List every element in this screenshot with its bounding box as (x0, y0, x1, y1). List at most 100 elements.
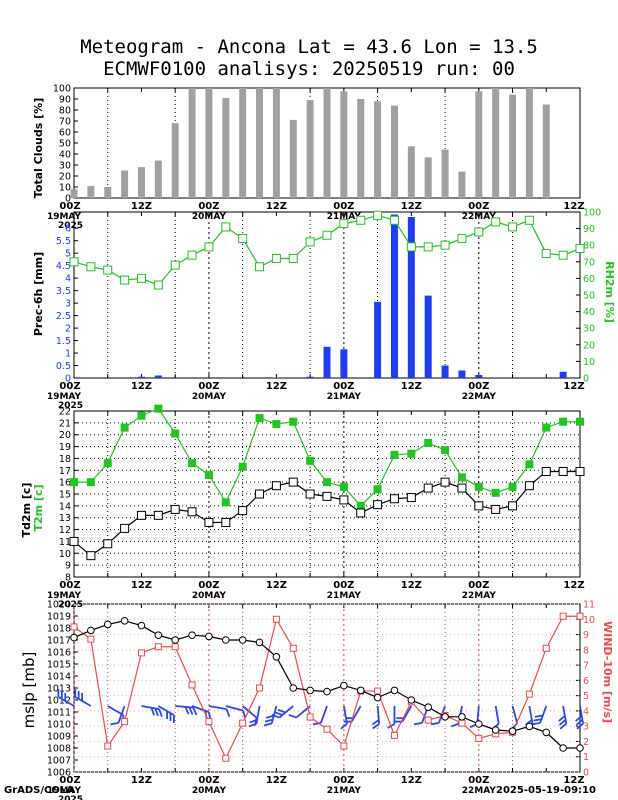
clouds-xtick-label: 00Z (59, 201, 80, 212)
cloud-bar (492, 88, 500, 198)
mslp-date-label: 20MAY (192, 786, 227, 796)
rh-ytick-label: 50 (583, 291, 595, 302)
rh-point (541, 249, 551, 258)
mslp-xtick-label: 00Z (59, 775, 80, 786)
wind-ytick-label: 0 (583, 768, 589, 779)
cloud-bar (188, 88, 196, 198)
cloud-bar (171, 123, 179, 198)
cloud-bar (458, 171, 466, 198)
wind-barb-feather (288, 713, 297, 719)
prec-bar (390, 214, 398, 378)
prec-bar (559, 371, 567, 378)
prec-bar (458, 370, 466, 378)
mslp-point (188, 631, 196, 640)
t2m-point (373, 485, 382, 494)
mslp-point (289, 684, 298, 692)
temp-ytick-label: 11 (59, 537, 71, 548)
wind-point (424, 716, 432, 724)
wind-barb (319, 705, 328, 724)
mslp-ylabel: mslp [mb] (20, 652, 38, 729)
rh-point (474, 227, 484, 237)
wind-point (525, 690, 533, 698)
mslp-point (205, 632, 213, 641)
cloud-bar (104, 187, 112, 198)
wind-point (87, 635, 95, 643)
temp-date-label: 20MAY (192, 591, 227, 601)
wind-barb (255, 705, 261, 724)
t2m-point (339, 482, 348, 491)
t2m-point (289, 417, 298, 426)
rh-point (136, 273, 146, 283)
wind-barb (141, 705, 160, 711)
clouds-date-label: 19MAY (47, 212, 82, 222)
t2m-point (221, 498, 230, 507)
wind-barb-feather (576, 723, 584, 730)
wind-ytick-label: 7 (583, 661, 589, 672)
wind-barb (511, 705, 519, 724)
rh-ytick-label: 20 (583, 340, 595, 351)
td2m-point (389, 494, 399, 504)
wind-point (289, 644, 297, 652)
t2m-point (407, 449, 416, 458)
prec-year-label: 2025 (58, 401, 83, 411)
clouds-ytick-label: 20 (59, 172, 71, 183)
prec-xtick-label: 00Z (333, 381, 354, 392)
mslp-ytick-label: 1008 (47, 744, 71, 755)
temp-ytick-label: 16 (59, 478, 71, 489)
wind-barb-feather (340, 723, 348, 730)
wind-barb-feather (414, 722, 423, 726)
prec-ytick-label: 3.5 (56, 286, 71, 297)
rh-point (373, 210, 383, 220)
wind-barb-feather (558, 715, 566, 722)
rh-point (271, 253, 281, 263)
prec-bar (323, 346, 331, 378)
cloud-bar (137, 167, 145, 198)
td2m-point (103, 539, 113, 549)
wind-barb-feather (192, 707, 198, 716)
mslp-point (70, 633, 78, 642)
rh-ytick-label: 100 (583, 208, 601, 219)
wind-point (390, 731, 398, 739)
wind-barb-feather (158, 708, 163, 717)
t2m-point (255, 414, 264, 423)
mslp-point (424, 703, 433, 712)
wind-point (323, 725, 331, 733)
mslp-point (103, 620, 112, 629)
temp-xtick-label: 12Z (266, 580, 287, 591)
rh-point (103, 265, 113, 275)
wind-barb (494, 705, 500, 724)
mslp-ytick-label: 1010 (47, 720, 71, 731)
rh-point (339, 219, 349, 229)
td2m-point (120, 523, 130, 533)
prec-ytick-label: 1.5 (56, 336, 71, 347)
prec-ytick-label: 3 (65, 299, 71, 310)
mslp-point (458, 713, 466, 721)
t2m-point (576, 417, 584, 426)
wind-point (576, 612, 584, 620)
cloud-bar (256, 88, 264, 198)
footer-timestamp: 2025-05-19-09:10 (496, 785, 596, 796)
td2m-point (440, 477, 450, 487)
t2m-point (188, 459, 197, 468)
prec-xtick-label: 12Z (401, 381, 422, 392)
mslp-point (255, 638, 264, 647)
td2m-point (457, 483, 467, 493)
temp-ytick-label: 18 (59, 454, 71, 465)
t2m-point (474, 482, 483, 491)
wind-barb-feather (184, 706, 190, 715)
td2m-point (406, 493, 416, 503)
prec-xtick-label: 12Z (266, 381, 287, 392)
wind-barb-feather (559, 723, 567, 730)
clouds-xtick-label: 12Z (401, 201, 422, 212)
temp-ytick-label: 19 (59, 442, 71, 453)
rh-point (120, 275, 130, 285)
wind-point (121, 718, 129, 726)
prec-bar (374, 301, 382, 378)
prec-bar (407, 216, 415, 378)
clouds-xtick-label: 12Z (563, 201, 584, 212)
rh-ytick-label: 60 (583, 274, 595, 285)
mslp-point (238, 636, 247, 644)
cloud-bar (390, 105, 398, 198)
temp-xtick-label: 12Z (563, 580, 584, 591)
wind-barb-feather (372, 723, 380, 730)
